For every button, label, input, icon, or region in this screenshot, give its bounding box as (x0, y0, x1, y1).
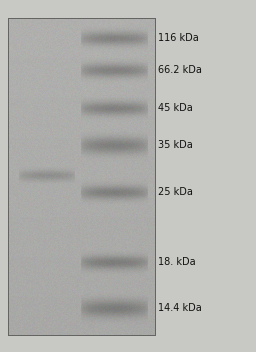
Text: 66.2 kDa: 66.2 kDa (158, 65, 202, 75)
Text: 35 kDa: 35 kDa (158, 140, 193, 150)
Text: 45 kDa: 45 kDa (158, 103, 193, 113)
Text: 18. kDa: 18. kDa (158, 257, 196, 267)
Text: 25 kDa: 25 kDa (158, 187, 193, 197)
Text: 116 kDa: 116 kDa (158, 33, 199, 43)
Text: 14.4 kDa: 14.4 kDa (158, 303, 202, 313)
